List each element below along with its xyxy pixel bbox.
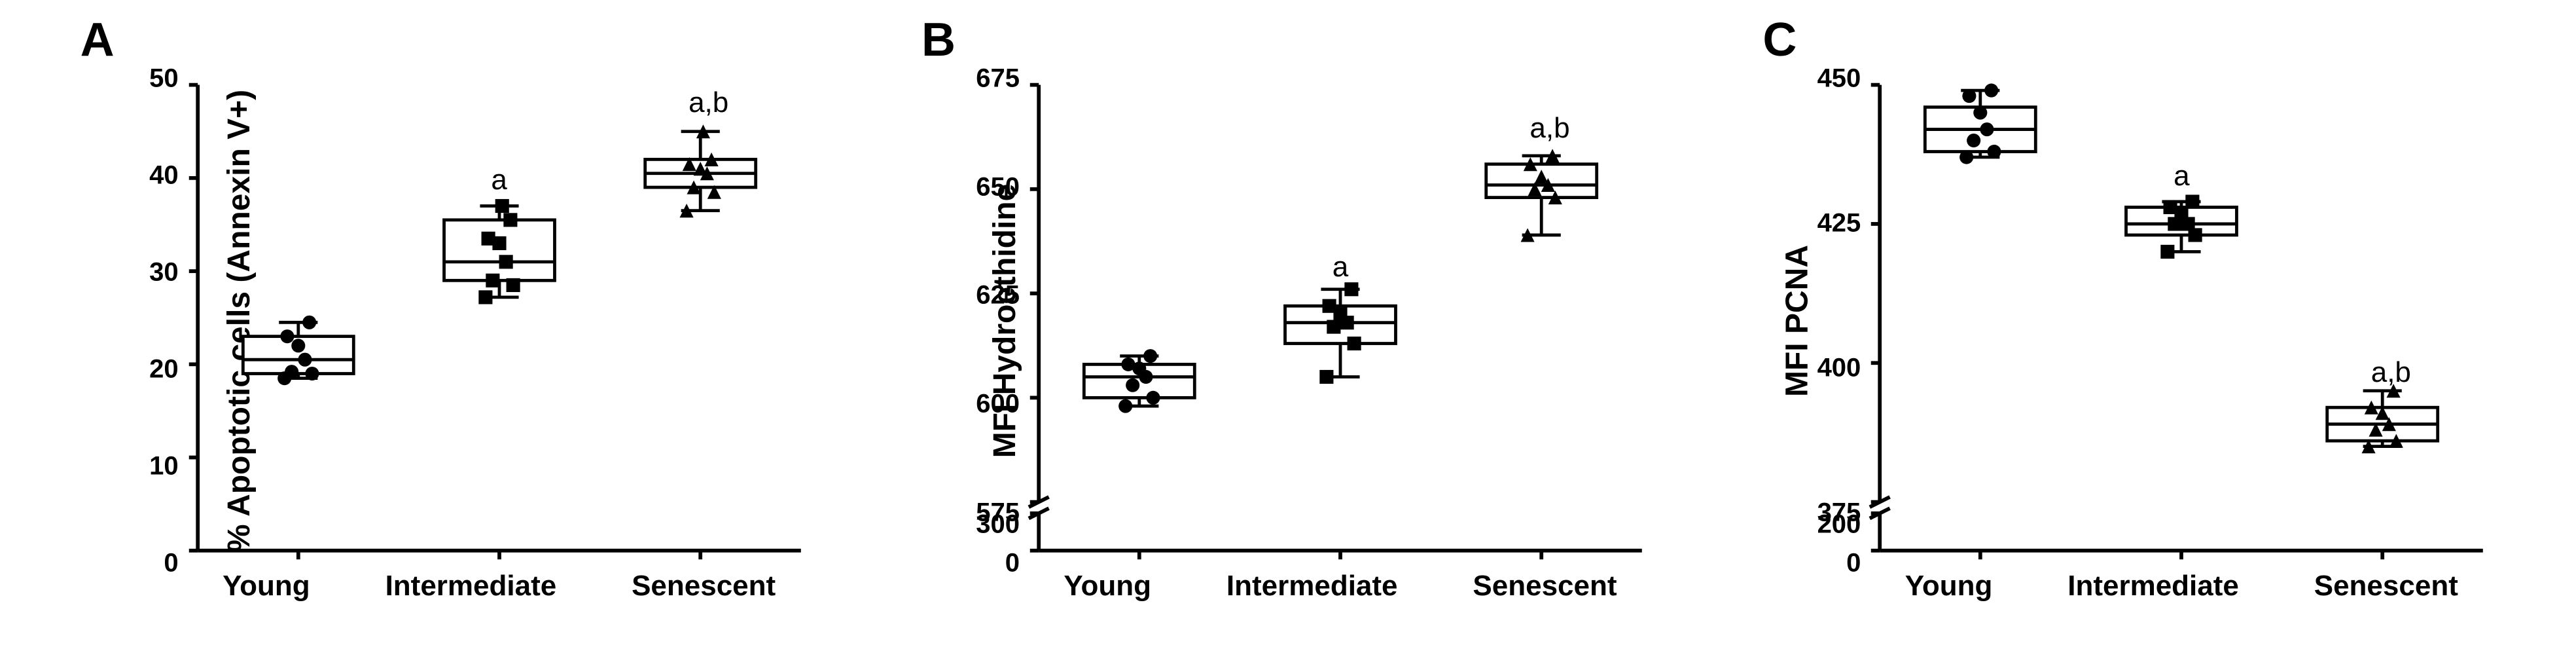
y-tick-labels: 0200375400425450 (1789, 79, 1861, 563)
y-tick-label: 600 (948, 390, 1020, 419)
y-tick-label: 0 (948, 549, 1020, 578)
y-tick-label: 450 (1789, 64, 1861, 94)
figure-row: A% Apoptotic cells (Annexin V+)010203040… (0, 0, 2576, 647)
y-tick-label: 400 (1789, 353, 1861, 382)
panel-letter: C (1762, 13, 1797, 67)
x-tick-labels: Young Intermediate Senescent (1867, 570, 2496, 602)
y-tick-label: 425 (1789, 208, 1861, 238)
panel: A% Apoptotic cells (Annexin V+)010203040… (41, 13, 853, 629)
y-tick-label: 575 (948, 498, 1020, 527)
x-tick-label: Senescent (2314, 570, 2458, 602)
y-tick-label: 625 (948, 281, 1020, 310)
x-tick-label: Intermediate (1226, 570, 1398, 602)
y-tick-label: 0 (107, 549, 179, 578)
plot-area (1026, 79, 1655, 563)
panel-letter: A (80, 13, 115, 67)
y-tick-label: 675 (948, 64, 1020, 94)
y-tick-label: 0 (1789, 549, 1861, 578)
x-tick-label: Senescent (632, 570, 776, 602)
y-tick-label: 40 (107, 161, 179, 191)
plot-area (185, 79, 814, 563)
y-tick-label: 10 (107, 452, 179, 481)
y-tick-labels: 01020304050 (107, 79, 179, 563)
panel: BMFI Hydroethidine 0300575600625650675Yo… (882, 13, 1694, 629)
y-tick-label: 375 (1789, 498, 1861, 527)
panel-letter: B (921, 13, 956, 67)
y-tick-labels: 0300575600625650675 (948, 79, 1020, 563)
panel: CMFI PCNA 0200375400425450YoungIntermedi… (1723, 13, 2535, 629)
y-tick-label: 650 (948, 172, 1020, 202)
x-tick-label: Young (223, 570, 310, 602)
plot-area (1867, 79, 2496, 563)
x-tick-labels: Young Intermediate Senescent (185, 570, 814, 602)
x-tick-label: Intermediate (385, 570, 557, 602)
y-tick-label: 50 (107, 64, 179, 94)
x-tick-label: Young (1064, 570, 1151, 602)
x-tick-label: Young (1905, 570, 1993, 602)
y-tick-label: 30 (107, 258, 179, 287)
x-tick-label: Senescent (1473, 570, 1617, 602)
y-tick-label: 20 (107, 355, 179, 384)
x-tick-label: Intermediate (2067, 570, 2239, 602)
x-tick-labels: Young Intermediate Senescent (1026, 570, 1655, 602)
